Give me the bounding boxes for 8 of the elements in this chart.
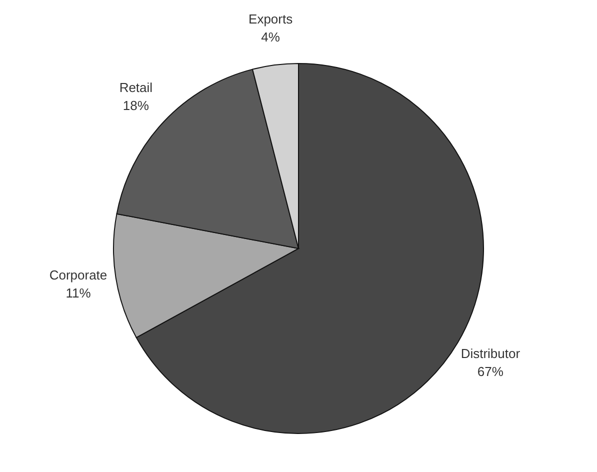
- data-label: 18%: [122, 98, 150, 113]
- data-label: 4%: [261, 29, 280, 44]
- data-label: 11%: [66, 285, 92, 300]
- slice-label: Distributor: [460, 346, 521, 362]
- slice-label: Retail: [119, 80, 153, 95]
- data-label: 67%: [477, 364, 504, 380]
- slice-label: Corporate: [49, 267, 108, 282]
- slice-label: Exports: [248, 11, 294, 26]
